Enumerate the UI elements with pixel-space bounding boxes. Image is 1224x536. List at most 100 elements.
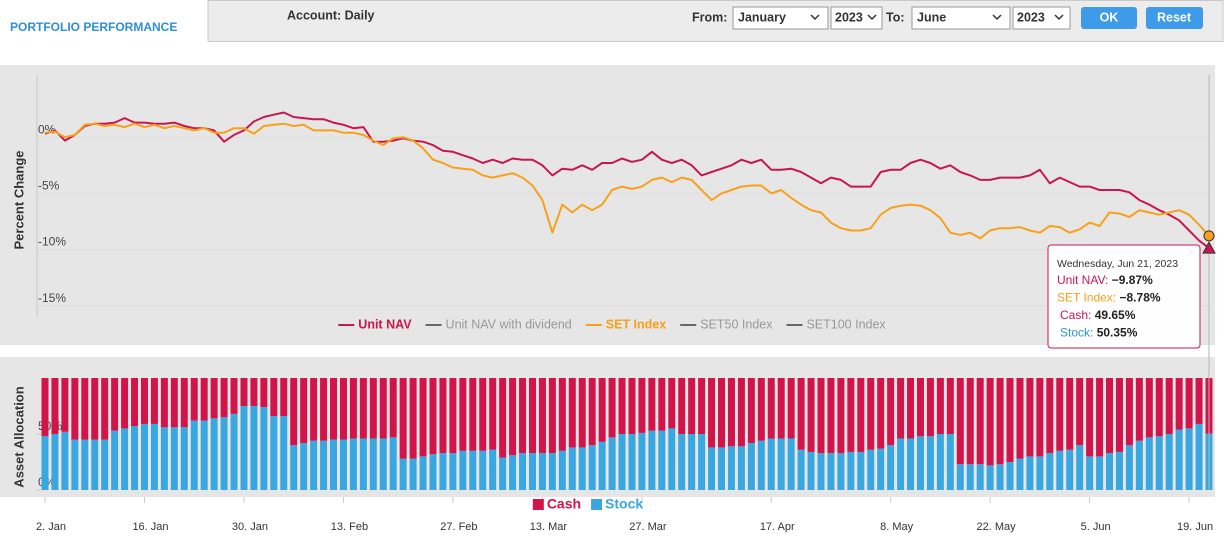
bar-segment: [1086, 456, 1094, 490]
legend-item[interactable]: Unit NAV: [338, 317, 412, 331]
bar-segment: [708, 447, 716, 490]
tooltip-row-label: Cash:: [1060, 308, 1091, 322]
bar-segment: [877, 448, 885, 490]
bar-segment: [548, 453, 556, 490]
bar-segment: [1036, 378, 1044, 457]
legend-label: Cash: [547, 496, 581, 512]
bar-segment: [519, 378, 527, 454]
chevron[interactable]: [810, 14, 820, 21]
chevron[interactable]: [1054, 14, 1064, 21]
bar-segment: [349, 378, 357, 439]
legend-item[interactable]: Cash: [532, 496, 581, 512]
bar-segment: [787, 438, 795, 490]
bar-segment: [250, 406, 258, 490]
bar-segment: [131, 378, 139, 427]
bar-segment: [608, 378, 616, 438]
bar-segment: [91, 439, 99, 490]
bar-segment: [260, 407, 268, 490]
line-series: [44, 122, 1210, 240]
select-box[interactable]: [911, 6, 1011, 30]
legend-item[interactable]: SET100 Index: [786, 317, 886, 331]
x-tick-label: 30. Jan: [232, 521, 268, 533]
select-value[interactable]: 2023: [835, 10, 863, 24]
select-box[interactable]: [1012, 6, 1071, 30]
bar-segment: [41, 436, 49, 490]
bar-segment: [1195, 423, 1203, 490]
bar-segment: [986, 465, 994, 490]
tooltip-row-label: Unit NAV:: [1057, 273, 1108, 287]
bar-segment: [618, 434, 626, 490]
bar-segment: [180, 378, 188, 428]
bar-segment: [1026, 378, 1034, 457]
tooltip-row-value: 50.35%: [1097, 326, 1138, 340]
x-tick-label: 22. May: [977, 521, 1017, 533]
from-month-select[interactable]: January: [732, 6, 829, 30]
legend-item[interactable]: Unit NAV with dividend: [425, 317, 572, 331]
bar-segment: [827, 378, 835, 454]
legend-label: Unit NAV with dividend: [446, 317, 572, 331]
tooltip-row-label: Stock:: [1060, 326, 1093, 340]
bar-segment: [668, 428, 676, 490]
bar-segment: [1066, 449, 1074, 490]
bar-segment: [827, 453, 835, 490]
reset-button[interactable]: [1146, 7, 1203, 29]
tab-title[interactable]: PORTFOLIO PERFORMANCE: [10, 20, 177, 34]
to-month-select[interactable]: June: [911, 6, 1011, 30]
from-year-select[interactable]: 2023: [830, 6, 883, 30]
bar-segment: [1056, 450, 1064, 490]
x-tick-label: 8. May: [880, 521, 914, 533]
tooltip-row-value: −8.78%: [1120, 291, 1161, 305]
bar-segment: [1125, 378, 1133, 446]
tab[interactable]: [0, 0, 207, 46]
bar-segment: [936, 434, 944, 490]
bar-segment: [330, 439, 338, 490]
bar-segment: [976, 378, 984, 465]
ok-button-label[interactable]: OK: [1100, 10, 1119, 24]
bar-segment: [777, 378, 785, 439]
bar-segment: [1185, 378, 1193, 429]
bar-segment: [966, 464, 974, 490]
bar-segment: [101, 378, 109, 440]
bar-segment: [190, 378, 198, 421]
select-box[interactable]: [732, 6, 829, 30]
bar-segment: [339, 439, 347, 490]
end-marker: [1203, 230, 1215, 242]
bar-segment: [847, 378, 855, 452]
bar-segment: [1135, 440, 1143, 490]
bar-segment: [926, 378, 934, 437]
select-value[interactable]: January: [738, 10, 786, 24]
select-value[interactable]: June: [917, 10, 946, 24]
bar-segment: [996, 378, 1004, 465]
legend-item[interactable]: SET50 Index: [680, 317, 773, 331]
reset-button-label[interactable]: Reset: [1157, 10, 1192, 24]
bar-segment: [379, 378, 387, 439]
select-value[interactable]: 2023: [1017, 10, 1045, 24]
bar-segment: [1165, 378, 1173, 434]
bar-segment: [300, 442, 308, 490]
chevron[interactable]: [867, 14, 877, 21]
bar-segment: [260, 378, 268, 408]
x-tick-label: 27. Feb: [440, 521, 477, 533]
bar-segment: [349, 438, 357, 490]
bar-segment: [41, 378, 49, 437]
to-year-select[interactable]: 2023: [1012, 6, 1071, 30]
bar-segment: [857, 451, 865, 490]
bar-segment: [419, 456, 427, 490]
x-tick-label: 17. Apr: [760, 521, 795, 533]
bar-segment: [71, 439, 79, 490]
bar-segment: [897, 378, 905, 439]
ok-button[interactable]: [1081, 7, 1137, 29]
bar-segment: [1076, 445, 1084, 490]
bar-segment: [1115, 378, 1123, 452]
bar-segment: [240, 406, 248, 490]
bar-segment: [409, 378, 417, 459]
legend-item[interactable]: SET Index: [585, 317, 666, 331]
bar-segment: [787, 378, 795, 439]
select-box[interactable]: [830, 6, 883, 30]
legend-item[interactable]: Stock: [591, 496, 643, 512]
bar-segment: [538, 453, 546, 490]
bar-segment: [389, 378, 397, 438]
bar-segment: [867, 449, 875, 490]
chevron[interactable]: [992, 14, 1002, 21]
bar-segment: [1145, 378, 1153, 438]
